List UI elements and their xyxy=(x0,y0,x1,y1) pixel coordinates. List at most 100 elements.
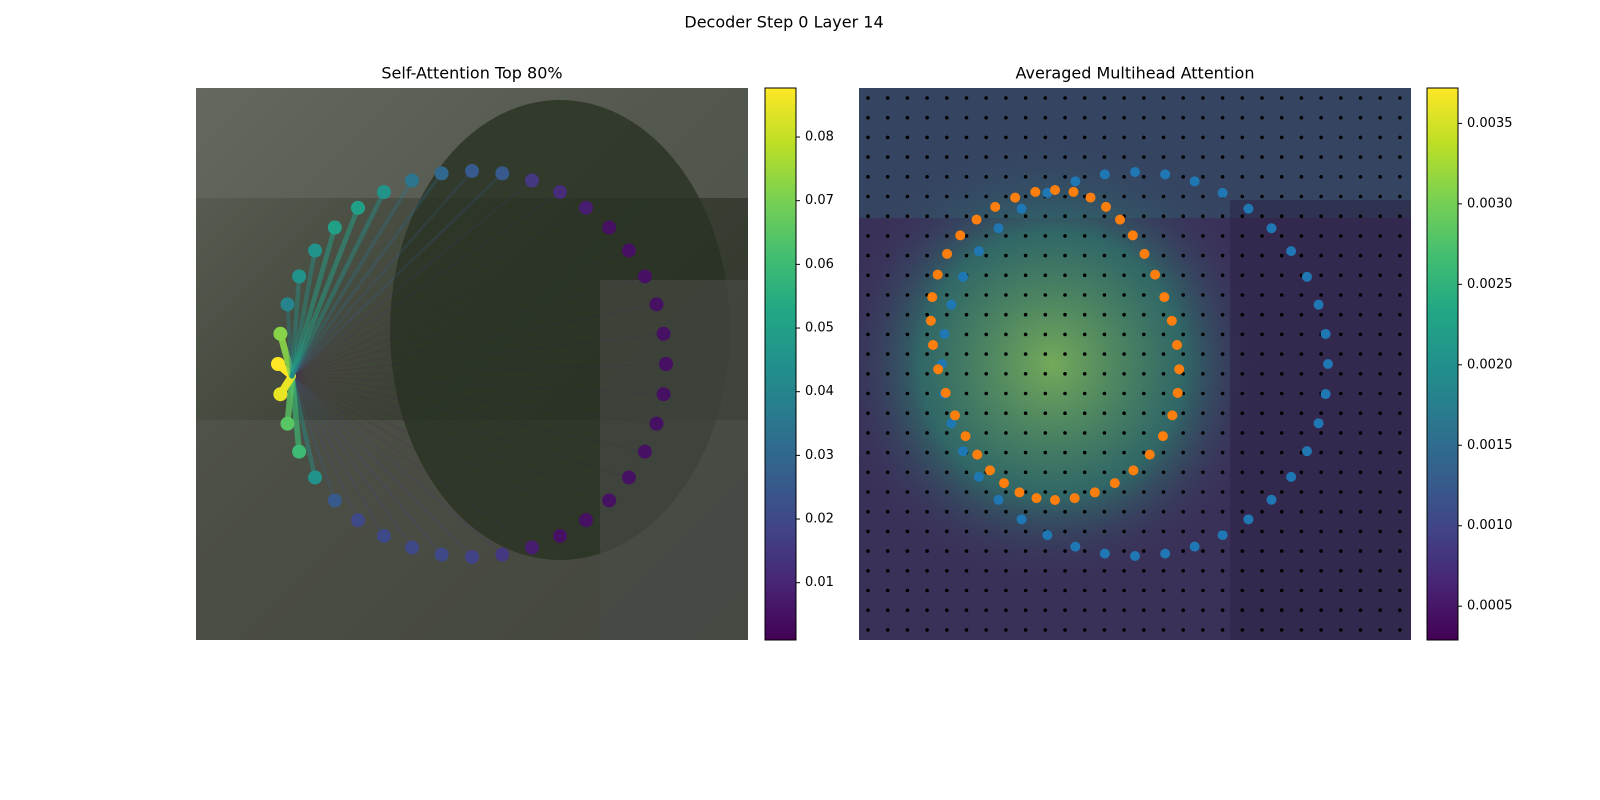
attention-point xyxy=(602,493,617,508)
attention-line xyxy=(291,207,587,377)
predicted-point xyxy=(1115,214,1126,225)
attention-point xyxy=(579,200,594,215)
reference-point xyxy=(1189,541,1200,552)
colorbar-tick-label: 0.04 xyxy=(805,384,834,399)
colorbar-tick-label: 0.08 xyxy=(805,130,834,145)
reference-point xyxy=(1189,176,1200,187)
reference-point xyxy=(973,471,984,482)
attention-point xyxy=(405,173,420,188)
colorbar xyxy=(764,87,797,641)
colorbar-tick-label: 0.0020 xyxy=(1467,357,1513,372)
attention-line xyxy=(291,375,665,395)
reference-point xyxy=(1320,328,1331,339)
colorbar-tick-label: 0.01 xyxy=(805,575,834,590)
attention-line xyxy=(290,374,474,559)
attention-line xyxy=(291,275,646,377)
attention-point xyxy=(273,326,288,341)
attention-line xyxy=(291,363,667,377)
predicted-point xyxy=(1166,315,1177,326)
attention-line xyxy=(285,302,295,379)
attention-point xyxy=(656,387,671,402)
predicted-point xyxy=(984,465,995,476)
reference-point xyxy=(1099,548,1110,559)
predicted-point xyxy=(940,387,951,398)
predicted-point xyxy=(942,248,953,259)
predicted-point xyxy=(1174,364,1185,375)
reference-point xyxy=(1070,176,1081,187)
reference-point xyxy=(1286,246,1297,257)
reference-point xyxy=(1243,203,1254,214)
attention-point xyxy=(327,493,342,508)
attention-point xyxy=(376,185,391,200)
attention-point xyxy=(350,200,365,215)
colorbar-tick-label: 0.0005 xyxy=(1467,599,1513,614)
attention-point xyxy=(434,547,449,562)
attention-line xyxy=(290,374,360,522)
colorbar xyxy=(1426,87,1459,641)
attention-point xyxy=(465,550,479,564)
predicted-point xyxy=(1031,493,1042,504)
predicted-point xyxy=(932,269,943,280)
attention-point xyxy=(649,297,664,312)
colorbar-tick-label: 0.0035 xyxy=(1467,116,1513,131)
attention-line xyxy=(289,189,387,379)
attention-line xyxy=(277,330,296,380)
predicted-point xyxy=(927,292,938,303)
attention-point xyxy=(621,243,636,258)
attention-point xyxy=(579,513,594,528)
predicted-point xyxy=(1100,201,1111,212)
reference-point xyxy=(1286,471,1297,482)
predicted-point xyxy=(1159,292,1170,303)
predicted-point xyxy=(1050,185,1060,195)
colorbar-tick-label: 0.0025 xyxy=(1467,277,1513,292)
reference-point xyxy=(1217,187,1228,198)
attention-point xyxy=(649,416,664,431)
predicted-point xyxy=(971,214,982,225)
predicted-point xyxy=(1109,478,1120,489)
predicted-point xyxy=(1068,186,1079,197)
colorbar-tick-label: 0.05 xyxy=(805,321,834,336)
attention-point xyxy=(553,528,568,543)
predicted-point xyxy=(1172,387,1183,398)
predicted-point xyxy=(1128,465,1139,476)
predicted-point xyxy=(1144,449,1155,460)
reference-point xyxy=(973,246,984,257)
reference-point xyxy=(993,494,1004,505)
reference-point xyxy=(1042,187,1053,198)
attention-line xyxy=(290,169,474,378)
colorbar-tick-label: 0.0015 xyxy=(1467,438,1513,453)
attention-point xyxy=(292,269,307,284)
predicted-point xyxy=(1157,431,1168,442)
predicted-point xyxy=(1127,230,1138,241)
reference-point xyxy=(1016,514,1027,525)
predicted-point xyxy=(960,431,971,442)
attention-point xyxy=(602,220,617,235)
colorbar-tick-label: 0.07 xyxy=(805,193,834,208)
predicted-point xyxy=(1172,340,1182,350)
reference-point xyxy=(1323,359,1333,369)
attention-point xyxy=(273,387,288,402)
attention-point xyxy=(280,297,295,312)
reference-point xyxy=(1070,541,1081,552)
attention-line xyxy=(291,191,562,377)
attention-line xyxy=(290,374,443,556)
attention-line xyxy=(290,374,337,502)
attention-line xyxy=(290,374,504,556)
attention-point xyxy=(495,166,510,181)
figure-title: Decoder Step 0 Layer 14 xyxy=(684,13,883,32)
reference-point xyxy=(1266,494,1277,505)
attention-line xyxy=(289,205,361,379)
predicted-point xyxy=(1150,269,1161,280)
reference-point xyxy=(1313,299,1324,310)
attention-line xyxy=(291,375,587,521)
colorbar-tick-label: 0.0010 xyxy=(1467,518,1513,533)
predicted-point xyxy=(972,449,983,460)
predicted-point xyxy=(1089,487,1100,498)
reference-point xyxy=(1301,271,1312,282)
attention-line xyxy=(290,374,414,549)
reference-point xyxy=(1313,418,1324,429)
predicted-point xyxy=(1167,410,1178,421)
attention-line xyxy=(291,303,658,377)
attention-line xyxy=(290,171,444,378)
attention-point xyxy=(659,357,673,371)
